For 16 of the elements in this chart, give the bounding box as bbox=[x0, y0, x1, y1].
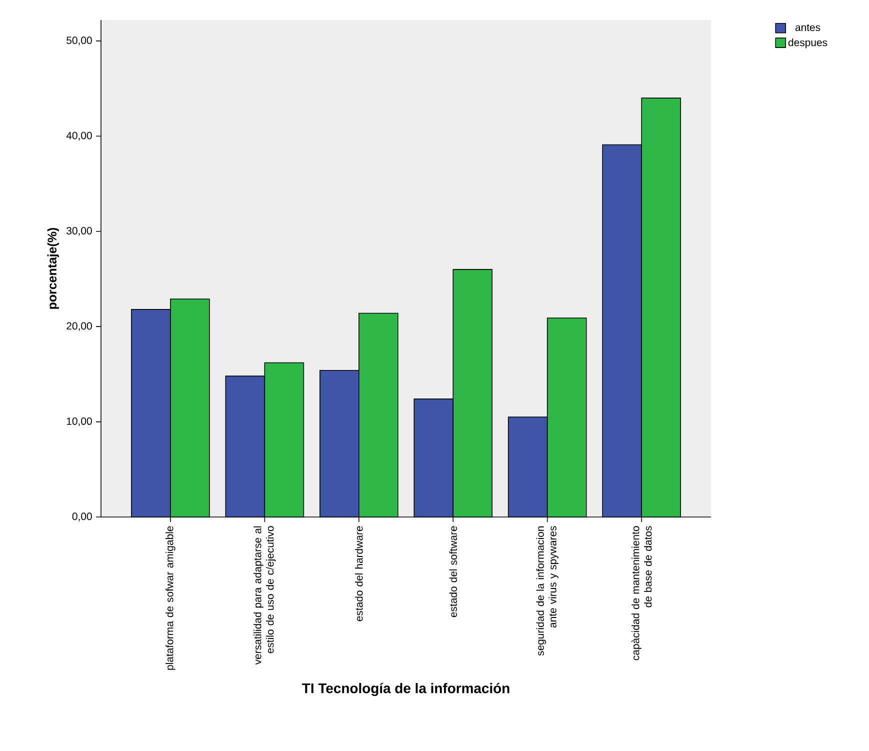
y-tick-label: 50,00 bbox=[66, 36, 92, 46]
x-axis-title: TI Tecnología de la información bbox=[302, 682, 510, 696]
x-tick-label: estado del software bbox=[449, 526, 457, 618]
y-tick-label: 20,00 bbox=[66, 322, 92, 331]
x-tick-label: capàcidad de mantenimiento de base de datos bbox=[631, 526, 652, 660]
x-tick-label: versatilidad para adaptarse al estilo de uso de c/ejecutivo bbox=[254, 526, 276, 665]
x-tick-label: estado del hardware bbox=[355, 526, 363, 622]
y-tick-label: 10,00 bbox=[66, 417, 92, 426]
y-tick-label: 30,00 bbox=[66, 227, 92, 236]
y-tick-label: 0,00 bbox=[72, 512, 92, 522]
x-tick-label: plataforma de sofwar amigable bbox=[166, 526, 176, 670]
legend-label: antes bbox=[795, 24, 820, 32]
y-axis-title: porcentaje(%) bbox=[47, 228, 59, 309]
x-tick-label: seguridad de la informacion ante virus y spywares bbox=[536, 526, 558, 656]
legend-label: despues bbox=[788, 38, 828, 48]
y-tick-label: 40,00 bbox=[66, 132, 92, 140]
